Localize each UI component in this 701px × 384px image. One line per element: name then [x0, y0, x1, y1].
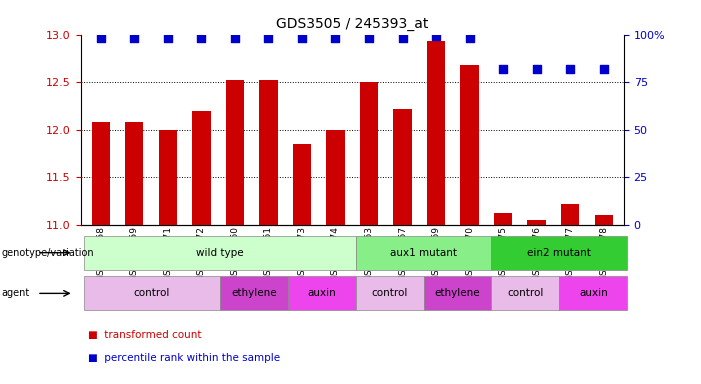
- Point: [397, 35, 408, 41]
- Bar: [594, 215, 613, 225]
- Bar: [192, 111, 210, 225]
- Bar: [158, 130, 177, 225]
- Bar: [259, 80, 278, 225]
- Text: wild type: wild type: [196, 248, 244, 258]
- Text: ethylene: ethylene: [231, 288, 277, 298]
- Bar: [360, 82, 379, 225]
- Bar: [527, 220, 546, 225]
- Bar: [494, 213, 512, 225]
- Text: control: control: [372, 288, 408, 298]
- Text: auxin: auxin: [307, 288, 336, 298]
- Point: [162, 35, 173, 41]
- Point: [330, 35, 341, 41]
- Title: GDS3505 / 245393_at: GDS3505 / 245393_at: [276, 17, 428, 31]
- Bar: [427, 41, 445, 225]
- Text: ein2 mutant: ein2 mutant: [527, 248, 592, 258]
- Bar: [326, 130, 345, 225]
- Point: [129, 35, 140, 41]
- Bar: [293, 144, 311, 225]
- Point: [430, 33, 442, 40]
- Point: [263, 35, 274, 41]
- Bar: [226, 80, 244, 225]
- Bar: [125, 122, 144, 225]
- Point: [363, 35, 374, 41]
- Point: [498, 66, 509, 72]
- Point: [196, 35, 207, 41]
- Point: [598, 66, 609, 72]
- Text: ethylene: ethylene: [435, 288, 480, 298]
- Text: ■  transformed count: ■ transformed count: [88, 330, 201, 340]
- Point: [564, 66, 576, 72]
- Bar: [461, 65, 479, 225]
- Point: [95, 35, 107, 41]
- Text: ■  percentile rank within the sample: ■ percentile rank within the sample: [88, 353, 280, 363]
- Bar: [393, 109, 411, 225]
- Bar: [92, 122, 110, 225]
- Point: [297, 35, 308, 41]
- Point: [531, 66, 543, 72]
- Text: agent: agent: [1, 288, 29, 298]
- Point: [464, 35, 475, 41]
- Text: genotype/variation: genotype/variation: [1, 248, 94, 258]
- Bar: [561, 204, 580, 225]
- Text: control: control: [508, 288, 543, 298]
- Point: [229, 35, 240, 41]
- Text: aux1 mutant: aux1 mutant: [390, 248, 457, 258]
- Text: control: control: [134, 288, 170, 298]
- Text: auxin: auxin: [579, 288, 608, 298]
